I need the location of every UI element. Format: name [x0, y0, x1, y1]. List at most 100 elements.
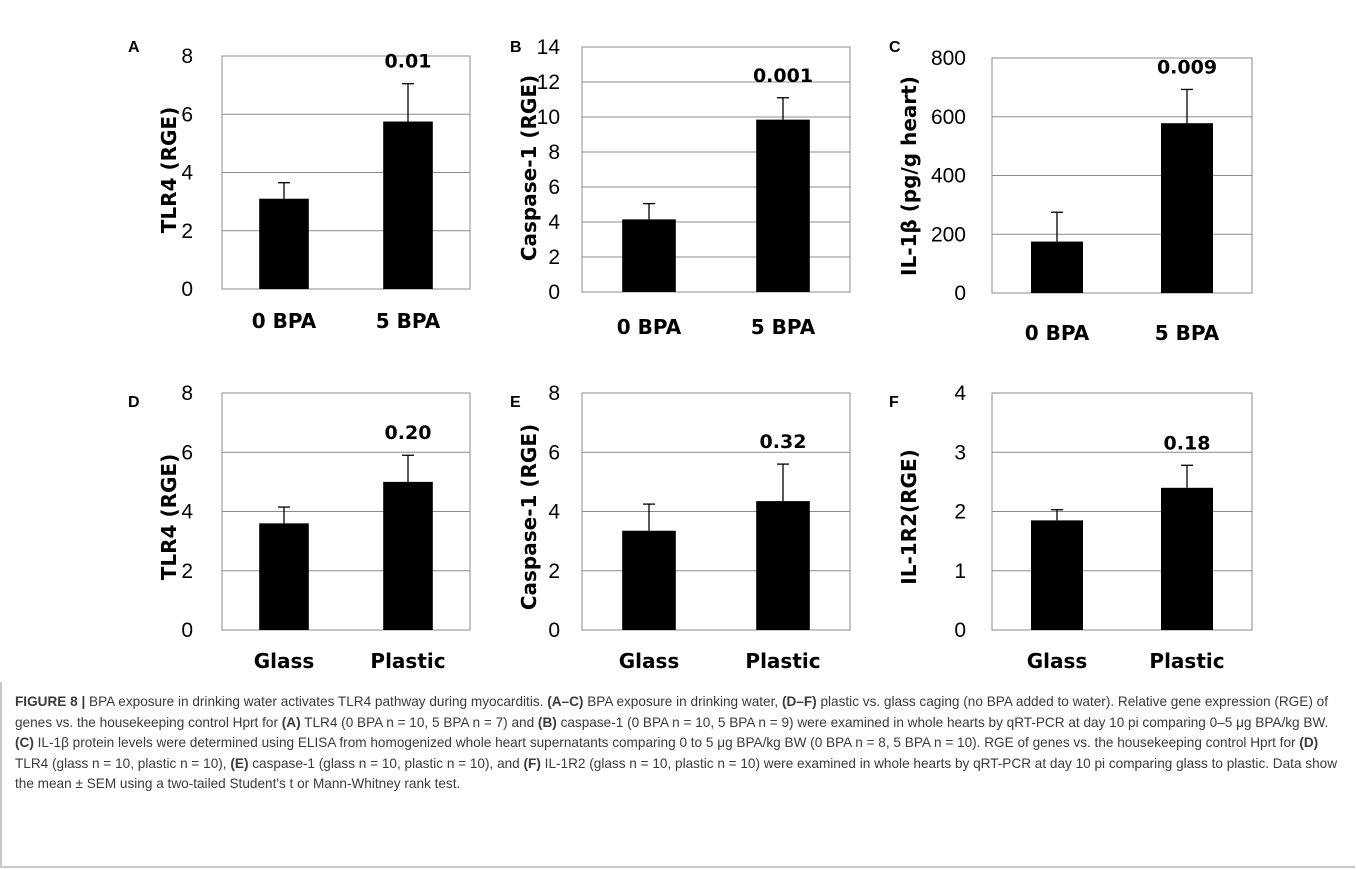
p-value-label: 0.009: [1157, 56, 1217, 78]
bar: [1031, 241, 1083, 293]
y-tick-label: 0: [954, 619, 966, 642]
caption-text: caspase-1 (0 BPA n = 10, 5 BPA n = 9) we…: [556, 714, 1329, 730]
y-tick-label: 6: [181, 103, 193, 126]
y-tick-label: 4: [548, 501, 560, 524]
x-tick-label: Plastic: [370, 649, 445, 672]
bar: [1161, 123, 1213, 294]
caption-label: FIGURE 8 |: [15, 694, 86, 709]
x-tick-label: Plastic: [1149, 649, 1224, 672]
bar: [383, 481, 433, 630]
y-tick-label: 2: [548, 246, 560, 269]
y-tick-label: 4: [181, 501, 193, 524]
y-tick-label: 2: [548, 560, 560, 583]
x-tick-label: 0 BPA: [1025, 321, 1090, 345]
y-axis-label: IL-1β (pg/g heart): [897, 76, 921, 276]
x-tick-label: 5 BPA: [751, 315, 816, 339]
y-tick-label: 0: [548, 619, 560, 642]
bar: [259, 198, 309, 289]
chart-panel-e: 0 2 4 6 8 E Caspase-1 (RGE) Glass Plastic 0.32: [510, 382, 851, 672]
y-tick-label: 2: [181, 560, 193, 583]
y-tick-label: 1: [954, 560, 966, 583]
caption-ref: (D–F): [781, 694, 817, 709]
bar: [622, 530, 676, 630]
caption-ref: (C): [15, 735, 34, 751]
chart-panel-c: 0 200 400 600 800 C IL-1β (pg/g heart) 0 BPA 5 B…: [889, 39, 1253, 345]
x-tick-label: Glass: [254, 649, 315, 672]
panel-letter: E: [510, 394, 521, 411]
caption-text: IL-1R2 (glass n = 10, plastic n = 10) we…: [15, 755, 1338, 792]
bar: [622, 219, 676, 292]
caption-ref: (B): [537, 714, 557, 730]
x-tick-label: 5 BPA: [1155, 321, 1220, 345]
caption-text: TLR4 (0 BPA n = 10, 5 BPA n = 7) and: [300, 714, 538, 730]
y-tick-label: 0: [548, 281, 560, 304]
bar: [1161, 487, 1213, 630]
x-tick-label: Plastic: [745, 649, 820, 672]
panel-letter: A: [128, 39, 140, 56]
x-tick-label: Glass: [619, 649, 680, 672]
caption-text: caspase-1 (glass n = 10, plastic n = 10)…: [248, 755, 524, 771]
p-value-label: 0.32: [760, 431, 807, 453]
caption-ref: (A–C): [547, 694, 584, 709]
panel-letter: D: [128, 394, 140, 411]
plot-area-border: [581, 46, 851, 293]
x-tick-label: 0 BPA: [617, 315, 682, 339]
caption-title: BPA exposure in drinking water activates…: [85, 694, 548, 709]
bar: [259, 523, 309, 630]
bar: [756, 119, 810, 292]
caption-box: FIGURE 8 | BPA exposure in drinking wate…: [0, 682, 1355, 868]
caption-ref: (A): [281, 714, 301, 730]
caption-ref: (F): [523, 755, 541, 771]
p-value-label: 0.18: [1164, 432, 1211, 454]
y-tick-label: 8: [181, 382, 193, 405]
y-tick-label: 0: [954, 282, 966, 305]
figure-caption: FIGURE 8 | BPA exposure in drinking wate…: [15, 692, 1345, 795]
y-tick-label: 4: [954, 382, 966, 405]
y-tick-label: 800: [931, 47, 966, 70]
chart-panel-d: 0 2 4 6 8 D TLR4 (RGE) Glass Plastic 0.20: [128, 382, 471, 672]
y-axis-label: TLR4 (RGE): [157, 454, 181, 580]
caption-ref: (D): [1299, 735, 1319, 751]
y-axis-label: IL-1R2(RGE): [897, 449, 921, 584]
y-tick-label: 14: [537, 36, 561, 59]
y-tick-label: 4: [181, 162, 193, 185]
y-tick-label: 8: [548, 382, 560, 405]
caption-text: TLR4 (glass n = 10, plastic n = 10),: [15, 755, 231, 771]
y-tick-label: 6: [181, 441, 193, 464]
y-tick-label: 3: [954, 441, 966, 464]
y-tick-label: 8: [181, 45, 193, 68]
y-tick-label: 600: [931, 106, 966, 129]
y-tick-label: 8: [548, 141, 560, 164]
y-tick-label: 0: [181, 278, 193, 301]
p-value-label: 0.20: [385, 422, 432, 444]
caption-ref: (E): [230, 755, 249, 771]
chart-panel-a: 0 2 4 6 8 A TLR4 (RGE) 0 BPA 5 BPA 0.01: [128, 39, 471, 333]
p-value-label: 0.01: [385, 51, 432, 73]
panel-letter: F: [889, 394, 899, 411]
y-axis-label: TLR4 (RGE): [157, 107, 181, 233]
y-axis-label: Caspase-1 (RGE): [517, 75, 541, 261]
y-tick-label: 6: [548, 441, 560, 464]
y-tick-label: 0: [181, 619, 193, 642]
caption-text: IL-1β protein levels were determined usi…: [33, 735, 1300, 751]
y-tick-label: 400: [931, 165, 966, 188]
chart-panel-b: 0 2 4 6 8 10 12 14 B Caspase-1 (RGE) 0 BPA 5 BPA 0.0…: [510, 36, 851, 339]
caption-text: BPA exposure in drinking water,: [583, 694, 782, 709]
y-tick-label: 12: [537, 71, 560, 94]
x-tick-label: 0 BPA: [252, 309, 317, 333]
bar: [383, 121, 433, 289]
y-tick-label: 10: [537, 106, 560, 129]
y-tick-label: 2: [181, 220, 193, 243]
caption-text: plastic vs. glass caging (no BPA added t…: [15, 694, 1328, 730]
x-tick-label: 5 BPA: [376, 309, 441, 333]
p-value-label: 0.001: [753, 65, 813, 87]
y-axis-label: Caspase-1 (RGE): [517, 424, 541, 610]
y-tick-label: 6: [548, 176, 560, 199]
y-tick-label: 2: [954, 501, 966, 524]
bar: [756, 501, 810, 630]
panel-letter: C: [889, 39, 901, 56]
chart-panel-f: 0 1 2 3 4 F IL-1R2(RGE) Glass Plastic 0.18: [889, 382, 1253, 672]
y-tick-label: 200: [931, 223, 966, 246]
y-tick-label: 4: [548, 211, 560, 234]
